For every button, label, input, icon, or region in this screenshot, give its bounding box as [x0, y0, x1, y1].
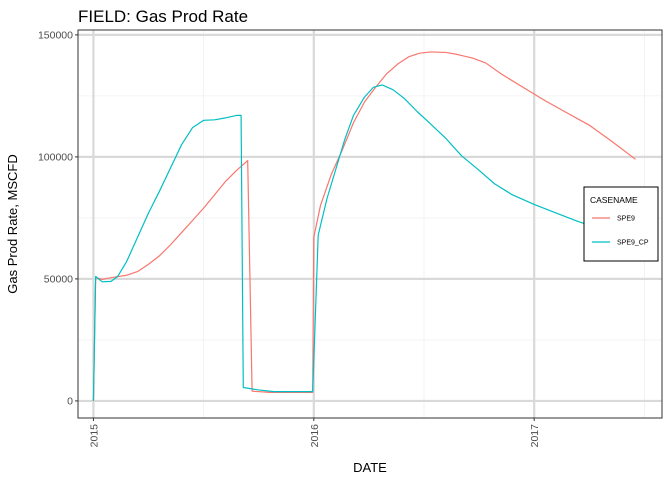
- series-layer: [92, 51, 636, 401]
- x-axis: 2015 2016 2017: [88, 418, 541, 447]
- x-axis-title: DATE: [353, 460, 387, 475]
- y-axis-title: Gas Prod Rate, MSCFD: [5, 154, 20, 293]
- y-axis: 0 50000 100000 150000: [38, 29, 78, 408]
- legend-label-spe9: SPE9: [617, 216, 635, 223]
- chart-title: FIELD: Gas Prod Rate: [78, 7, 248, 26]
- legend-title: CASENAME: [590, 195, 638, 205]
- legend-label-spe9-cp: SPE9_CP: [617, 240, 649, 247]
- series-line-spe9: [92, 51, 636, 401]
- legend-entries: SPE9 SPE9_CP: [592, 216, 649, 247]
- plot-panel-border: [77, 29, 663, 419]
- x-tick-label: 2016: [309, 424, 321, 448]
- series-line-spe9-cp: [92, 84, 619, 401]
- y-tick-label: 100000: [38, 151, 73, 163]
- y-tick-label: 0: [67, 396, 73, 408]
- plot-background: [78, 30, 662, 418]
- y-tick-label: 50000: [44, 274, 73, 286]
- x-tick-label: 2015: [88, 424, 100, 448]
- legend-box: [583, 186, 659, 262]
- x-tick-label: 2017: [529, 424, 541, 448]
- legend: CASENAME SPE9 SPE9_CP: [583, 186, 659, 262]
- y-tick-label: 150000: [38, 29, 73, 41]
